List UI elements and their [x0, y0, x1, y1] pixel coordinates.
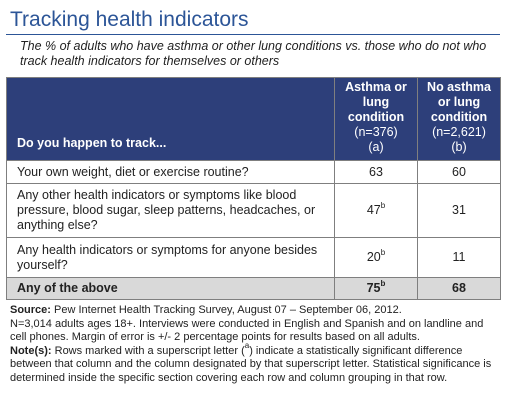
cell-a: 63: [334, 160, 418, 184]
footnotes: Source: Pew Internet Health Tracking Sur…: [10, 304, 500, 385]
cell-a-value: 63: [369, 164, 383, 179]
source-text: Pew Internet Health Tracking Survey, Aug…: [50, 304, 402, 316]
question-header: Do you happen to track...: [6, 77, 335, 161]
cell-b: 68: [417, 277, 501, 300]
cell-a-sig: b: [380, 279, 386, 288]
sample-note: N=3,014 adults ages 18+. Interviews were…: [10, 317, 484, 344]
table-row-total: Any of the above 75b 68: [6, 277, 501, 300]
row-label: Any other health indicators or symptoms …: [6, 183, 335, 238]
column-b-label: No asthma or lung condition: [427, 80, 491, 124]
column-a-label: Asthma or lung condition: [345, 80, 407, 124]
table-row: Your own weight, diet or exercise routin…: [6, 160, 501, 184]
note-text-1: Rows marked with a superscript letter (: [51, 344, 245, 357]
cell-a-sig: b: [380, 201, 386, 210]
note-label: Note(s):: [10, 344, 52, 357]
cell-b-value: 68: [452, 281, 466, 295]
cell-b-value: 60: [452, 164, 466, 179]
column-b-letter: (b): [451, 140, 467, 154]
figure-subtitle: The % of adults who have asthma or other…: [20, 39, 487, 68]
column-a-letter: (a): [368, 140, 384, 154]
source-label: Source:: [10, 304, 51, 316]
cell-a-value: 47: [366, 203, 381, 217]
row-label: Any of the above: [6, 277, 335, 300]
cell-b: 60: [417, 160, 501, 184]
cell-b: 31: [417, 183, 501, 238]
cell-a: 20b: [334, 237, 418, 278]
note-text-2: ) indicate a statistically significant d…: [10, 344, 492, 384]
cell-a-value: 20: [366, 250, 381, 264]
cell-b-value: 31: [452, 203, 466, 217]
column-header-b: No asthma or lung condition (n=2,621) (b…: [417, 77, 501, 161]
note-superscript: a: [244, 340, 250, 350]
row-label: Your own weight, diet or exercise routin…: [6, 160, 335, 184]
column-header-a: Asthma or lung condition (n=376) (a): [334, 77, 418, 161]
row-label: Any health indicators or symptoms for an…: [6, 237, 335, 278]
cell-b: 11: [417, 237, 501, 278]
data-table: Do you happen to track... Asthma or lung…: [6, 77, 501, 300]
table-header-row: Do you happen to track... Asthma or lung…: [6, 77, 501, 161]
column-b-n: (n=2,621): [432, 125, 486, 139]
significance-note: Note(s): Rows marked with a superscript …: [10, 341, 500, 386]
table-row: Any health indicators or symptoms for an…: [6, 237, 501, 278]
title-divider: [6, 34, 500, 35]
column-a-n: (n=376): [354, 125, 398, 139]
cell-a-sig: b: [380, 248, 386, 257]
cell-a-value: 75: [366, 281, 381, 295]
cell-a: 47b: [334, 183, 418, 238]
cell-a: 75b: [334, 277, 418, 300]
figure-title: Tracking health indicators: [10, 8, 249, 31]
source-note: Source: Pew Internet Health Tracking Sur…: [10, 304, 500, 318]
cell-b-value: 11: [452, 250, 466, 264]
table-row: Any other health indicators or symptoms …: [6, 183, 501, 238]
